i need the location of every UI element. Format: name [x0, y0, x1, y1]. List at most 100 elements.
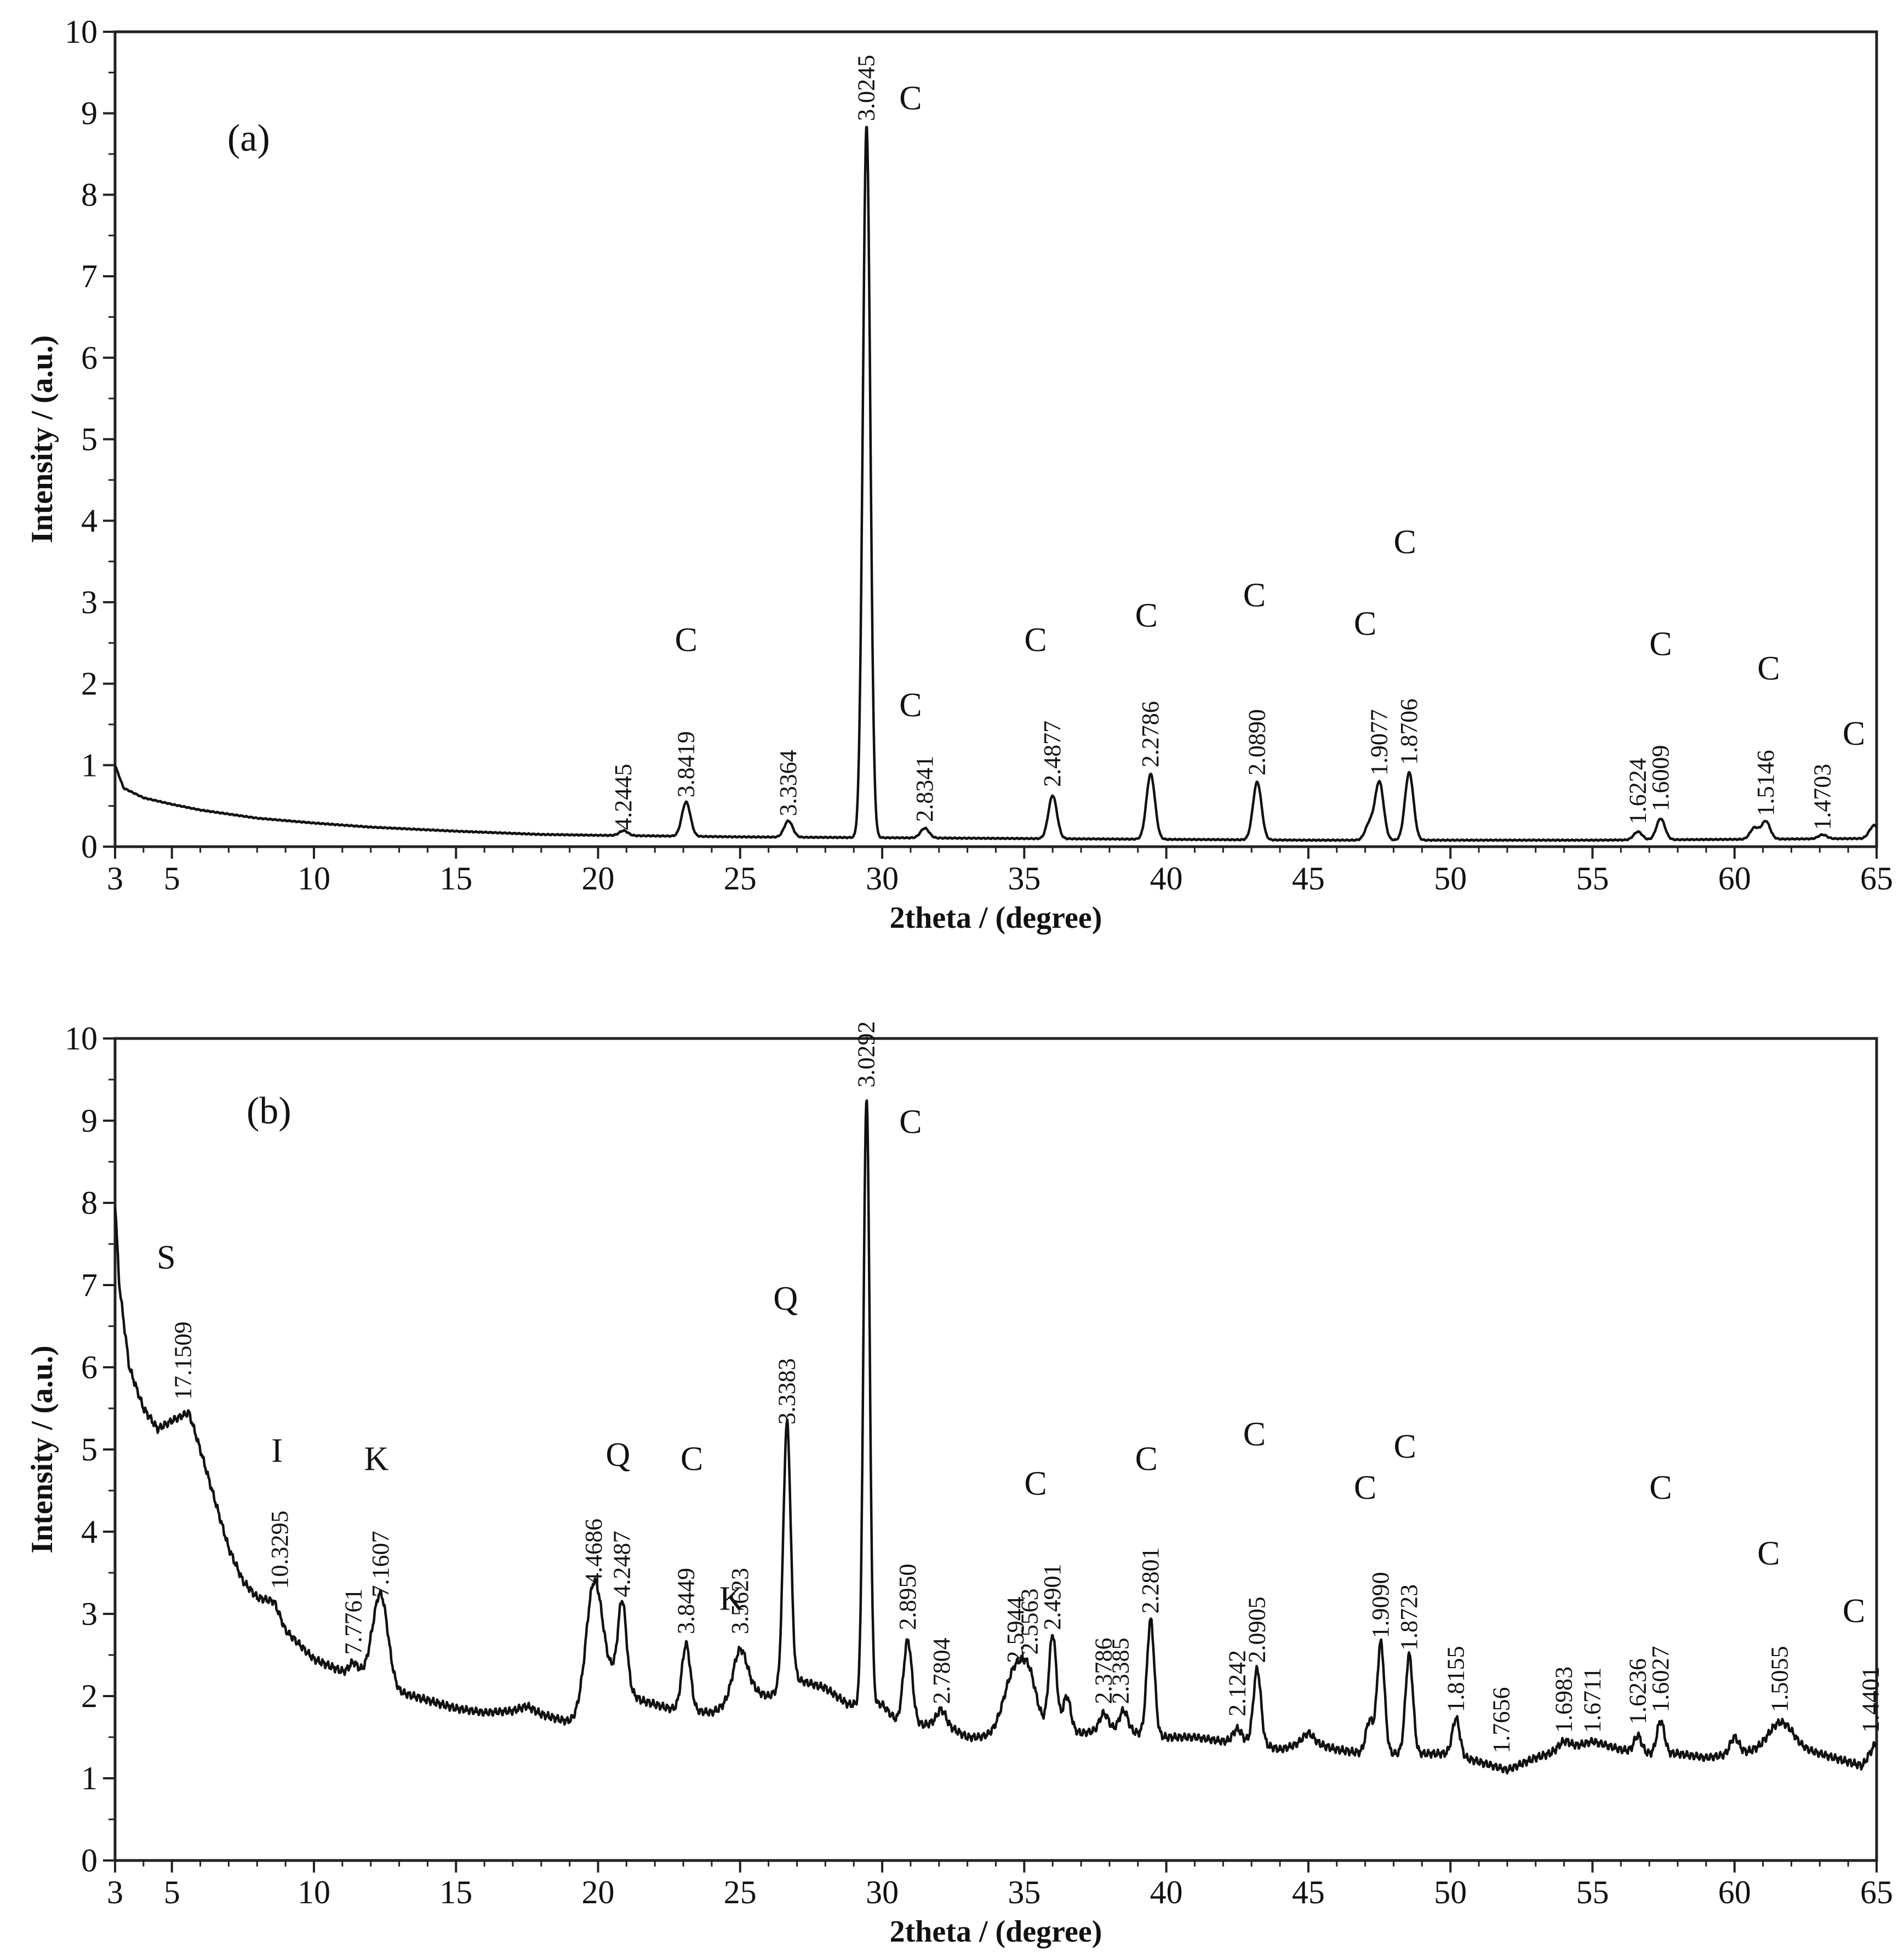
- peak-label: 2.5563: [1016, 1589, 1043, 1655]
- phase-label: C: [1394, 1428, 1416, 1465]
- peak-label: 2.4901: [1039, 1564, 1066, 1630]
- peak-label: 2.8341: [911, 756, 938, 822]
- peak-label: 3.0292: [853, 1021, 880, 1088]
- peak-label: 1.6009: [1647, 745, 1674, 811]
- xrd-panel-a: 0 1 2 3 4 5 6 7 8 9 10 3 5 10 15 20 25 30 35 40 45 50 55 60 65 2t…: [0, 0, 1904, 964]
- y-tick-label: 7: [81, 1267, 98, 1303]
- peak-label: 2.0890: [1244, 709, 1271, 775]
- phase-label: C: [1843, 715, 1865, 752]
- y-tick-label: 2: [81, 666, 98, 702]
- x-axis-title: 2theta / (degree): [890, 901, 1102, 935]
- phase-label: C: [1649, 1469, 1672, 1506]
- phase-label: C: [1757, 650, 1780, 687]
- peak-label: 4.4686: [580, 1519, 607, 1585]
- peak-label: 3.0245: [853, 55, 880, 121]
- peak-label: 1.5055: [1766, 1646, 1793, 1713]
- peak-label: 2.5944: [1002, 1597, 1029, 1663]
- peak-label: 2.2801: [1137, 1548, 1164, 1614]
- y-tick-label: 1: [81, 747, 98, 783]
- peak-label: 4.2487: [609, 1531, 636, 1597]
- peak-label: 2.8950: [894, 1564, 921, 1630]
- peak-label: 1.9077: [1366, 709, 1393, 775]
- x-tick-label: 45: [1292, 860, 1325, 897]
- y-axis-title: Intensity / (a.u.): [25, 1345, 59, 1554]
- peak-label: 1.5146: [1752, 750, 1779, 816]
- phase-label: C: [899, 1104, 922, 1141]
- x-tick-label: 20: [582, 860, 615, 897]
- peak-label: 7.7761: [340, 1589, 367, 1655]
- phase-label: S: [157, 1239, 175, 1276]
- peak-label: 1.7656: [1488, 1687, 1515, 1754]
- peak-label: 3.8449: [672, 1568, 699, 1634]
- x-tick-label: 60: [1718, 1874, 1751, 1910]
- phase-label: Q: [773, 1280, 798, 1317]
- y-axis-title: Intensity / (a.u.): [25, 335, 59, 544]
- peak-label: 1.4401: [1857, 1666, 1884, 1733]
- y-tick-label: 6: [81, 340, 98, 376]
- y-tick-label: 6: [81, 1349, 98, 1385]
- peak-label: 7.1607: [367, 1531, 394, 1597]
- phase-label: C: [899, 79, 922, 117]
- peak-label: 1.6027: [1647, 1646, 1674, 1713]
- phase-label: C: [675, 621, 697, 659]
- peak-label: 1.6711: [1579, 1668, 1605, 1733]
- peak-label: 2.0905: [1244, 1597, 1271, 1663]
- x-tick-label: 60: [1718, 860, 1751, 897]
- xrd-trace: [113, 1099, 1878, 1775]
- phase-label: C: [1843, 1593, 1865, 1630]
- x-tick-label: 15: [439, 860, 472, 897]
- phase-label: K: [364, 1441, 389, 1478]
- y-tick-label: 0: [81, 829, 98, 865]
- phase-label: C: [899, 687, 922, 724]
- panel-label: (a): [227, 117, 270, 159]
- x-tick-label: 10: [298, 860, 330, 897]
- phase-label: C: [1649, 626, 1672, 663]
- y-tick-label: 9: [81, 95, 98, 132]
- x-tick-label: 65: [1860, 860, 1893, 897]
- x-tick-label: 55: [1576, 1874, 1609, 1910]
- peak-label: 2.7804: [928, 1638, 955, 1704]
- x-tick-label: 30: [866, 1874, 899, 1910]
- x-tick-label: 40: [1150, 860, 1183, 897]
- phase-label: I: [271, 1432, 283, 1470]
- y-tick-label: 3: [81, 1596, 98, 1632]
- xrd-trace: [114, 125, 1878, 842]
- x-tick-label: 3: [107, 860, 123, 897]
- y-tick-label: 7: [81, 258, 98, 294]
- peak-label: 2.1242: [1223, 1650, 1250, 1716]
- phase-label: C: [681, 1441, 703, 1478]
- phase-label: C: [1354, 1469, 1376, 1506]
- peak-label: 4.2445: [610, 764, 637, 830]
- x-tick-label: 35: [1008, 860, 1040, 897]
- peak-label: 17.1509: [169, 1322, 196, 1400]
- x-tick-label: 20: [582, 1874, 615, 1910]
- peak-label: 2.3786: [1090, 1638, 1117, 1704]
- peak-label: 1.6236: [1624, 1658, 1651, 1725]
- y-tick-label: 4: [81, 1514, 98, 1550]
- panel-label: (b): [247, 1090, 291, 1132]
- x-tick-label: 50: [1434, 860, 1467, 897]
- peak-label: 1.6983: [1551, 1666, 1577, 1733]
- y-tick-label: 3: [81, 584, 98, 620]
- peak-label: 3.3364: [775, 750, 802, 816]
- y-tick-label: 5: [81, 1431, 98, 1468]
- y-tick-label: 10: [65, 14, 98, 50]
- x-tick-label: 10: [298, 1874, 330, 1910]
- y-tick-label: 5: [81, 421, 98, 458]
- phase-label: C: [1354, 605, 1376, 642]
- phase-label: C: [1024, 1465, 1047, 1503]
- y-tick-label: 8: [81, 1185, 98, 1221]
- phase-label: C: [1135, 1441, 1158, 1478]
- x-tick-label: 25: [724, 860, 757, 897]
- phase-label: C: [1757, 1535, 1780, 1572]
- phase-label: Q: [605, 1436, 630, 1474]
- phase-label: K: [719, 1580, 744, 1618]
- x-tick-label: 15: [439, 1874, 472, 1910]
- x-tick-label: 35: [1008, 1874, 1040, 1910]
- x-tick-label: 5: [164, 1874, 180, 1910]
- peak-label: 10.3295: [266, 1511, 293, 1589]
- peak-label: 2.4877: [1039, 721, 1066, 787]
- peak-label: 1.6224: [1624, 758, 1651, 824]
- peak-label: 3.5623: [727, 1568, 753, 1634]
